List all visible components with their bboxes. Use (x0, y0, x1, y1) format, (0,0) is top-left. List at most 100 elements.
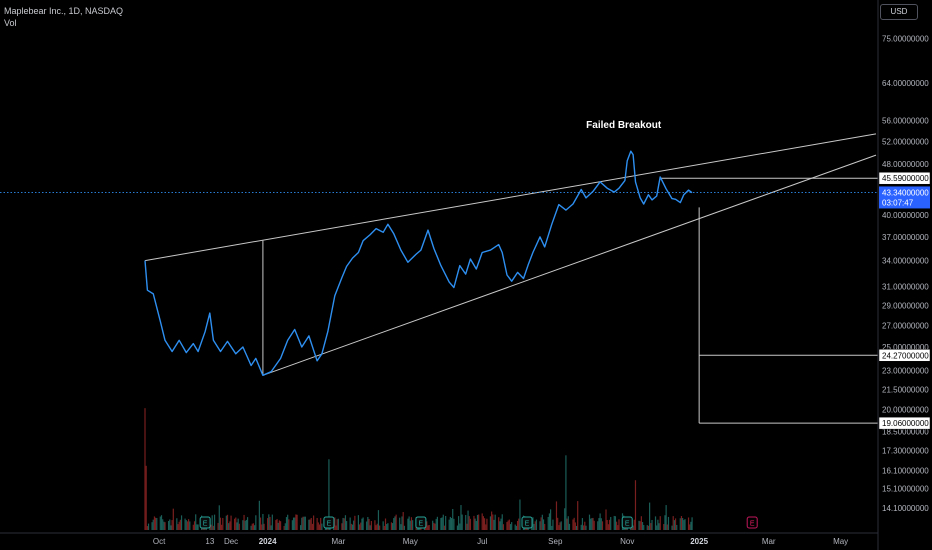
x-tick-label: 2025 (690, 537, 708, 546)
wedge-lower-trendline[interactable] (262, 154, 877, 376)
price-labels: 45.59000000 24.27000000 19.06000000 43.3400… (878, 171, 931, 430)
volume-bar (179, 519, 181, 530)
volume-bar (460, 505, 462, 530)
volume-bar (169, 519, 171, 530)
earnings-marker[interactable]: E (621, 516, 633, 529)
volume-bar (593, 520, 595, 530)
y-tick-label: 14.10000000 (882, 504, 929, 513)
volume-bar (188, 519, 190, 530)
wedge-upper-trendline[interactable] (144, 133, 877, 262)
volume-bar (632, 525, 634, 530)
failed-breakout-annotation[interactable]: Failed Breakout (586, 120, 662, 131)
volume-bar (473, 515, 475, 530)
volume-bar (634, 480, 637, 530)
earnings-marker-box[interactable] (621, 516, 633, 529)
volume-bar (656, 525, 658, 530)
volume-bar (682, 518, 684, 530)
volume-bar (426, 521, 428, 530)
volume-bar (689, 524, 691, 530)
x-tick-label: Jul (477, 537, 487, 546)
volume-bar (618, 519, 620, 530)
earnings-marker-letter: E (327, 521, 332, 528)
volume-bar (665, 505, 667, 530)
volume-bar (486, 518, 488, 530)
time-axis[interactable]: Oct 13 Dec 2024 Mar May Jul Sep Nov 2025 Mar May (0, 532, 878, 546)
volume-indicator-label[interactable]: Vol (4, 18, 17, 28)
volume-bar (195, 514, 197, 530)
volume-bar (269, 516, 271, 530)
volume-bar (588, 514, 591, 530)
volume-bar (394, 516, 396, 530)
x-tick-label: 2024 (259, 537, 277, 546)
volume-bar (469, 518, 472, 530)
chart-legend: Maplebear Inc., 1D, NASDAQ Vol (4, 5, 123, 29)
volume-bar (482, 516, 484, 530)
volume-bar (433, 522, 435, 530)
volume-bar (144, 408, 146, 530)
price-axis[interactable]: 75.00000000 64.00000000 56.00000000 52.0000… (877, 0, 929, 550)
volume-bar (225, 515, 227, 530)
level-price-label-bg (878, 171, 931, 185)
earnings-marker[interactable]: E (521, 516, 533, 529)
volume-bar (581, 518, 584, 530)
price-line[interactable] (144, 150, 693, 376)
y-tick-label: 64.00000000 (882, 79, 929, 88)
volume-bar (393, 518, 395, 530)
volume-bar (673, 520, 675, 530)
x-tick-label: Mar (762, 537, 776, 546)
earnings-marker-box[interactable] (746, 516, 758, 529)
volume-bar (674, 518, 677, 530)
volume-bar (458, 516, 460, 530)
volume-bar (687, 517, 690, 530)
earnings-marker[interactable]: E (415, 516, 427, 529)
volume-bar (659, 516, 661, 530)
earnings-marker-box[interactable] (415, 516, 427, 529)
volume-bar (617, 525, 619, 530)
volume-bar (300, 525, 302, 530)
earnings-marker-box[interactable] (521, 516, 533, 529)
volume-bar (302, 516, 304, 530)
earnings-marker-box[interactable] (323, 516, 335, 529)
y-tick-label: 52.00000000 (882, 137, 929, 146)
volume-bar (178, 521, 180, 530)
currency-button[interactable]: USD (880, 4, 918, 20)
symbol-title[interactable]: Maplebear Inc., 1D, NASDAQ (4, 6, 124, 16)
volume-bar (666, 524, 668, 530)
earnings-marker-letter: E (625, 521, 630, 528)
volume-bar (284, 523, 286, 530)
volume-bar (445, 515, 447, 530)
level-price-label: 24.27000000 (878, 349, 931, 362)
earnings-marker[interactable]: E (199, 516, 211, 529)
volume-bar (367, 516, 369, 530)
volume-bar (474, 518, 476, 530)
volume-bar (599, 513, 601, 530)
volume-bar (500, 518, 502, 530)
volume-bar (690, 521, 692, 530)
volume-bar (351, 524, 354, 530)
earnings-marker[interactable]: E (746, 516, 758, 529)
volume-bar (237, 518, 239, 530)
volume-bar (238, 523, 240, 530)
volume-bar (344, 515, 347, 530)
volume-bar (361, 518, 363, 530)
price-series[interactable] (0, 150, 878, 376)
volume-bar (639, 521, 641, 530)
volume-bar (544, 523, 546, 530)
volume-bar (400, 524, 402, 530)
volume-bar (580, 524, 582, 530)
drawing-tools[interactable]: Failed Breakout (144, 120, 878, 424)
volume-bar (465, 515, 467, 530)
volume-bar (316, 518, 318, 530)
volume-bar (491, 511, 493, 530)
y-tick-label: 37.00000000 (882, 233, 929, 242)
volume-bar (461, 514, 463, 530)
volume-bar (436, 516, 438, 530)
volume-bar (409, 520, 411, 530)
volume-bar (605, 509, 607, 530)
volume-bar (408, 516, 410, 530)
earnings-marker-box[interactable] (199, 516, 211, 529)
earnings-marker[interactable]: E (323, 516, 335, 529)
